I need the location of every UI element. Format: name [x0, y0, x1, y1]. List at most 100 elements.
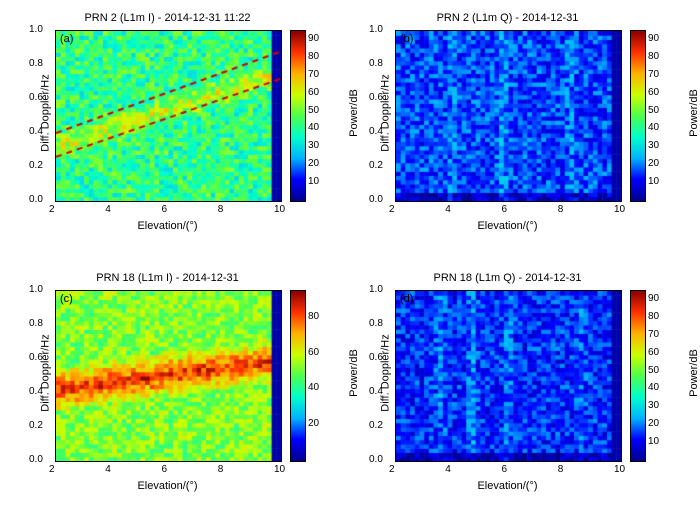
- x-tick: 6: [502, 464, 508, 475]
- y-tick: 0.8: [29, 58, 50, 69]
- colorbar-tick: 90: [648, 293, 659, 304]
- y-tick: 0.2: [29, 420, 50, 431]
- panel-title: PRN 18 (L1m Q) - 2014-12-31: [395, 272, 620, 284]
- colorbar-label: Power/dB: [348, 349, 360, 397]
- colorbar-tick: 80: [308, 51, 319, 62]
- colorbar: [290, 290, 306, 462]
- y-axis-label: Diff. Doppler/Hz: [380, 74, 392, 151]
- y-tick: 0.2: [369, 420, 390, 431]
- figure-root: PRN 2 (L1m I) - 2014-12-31 11:22(a)Diff.…: [0, 0, 700, 513]
- x-tick: 4: [105, 204, 111, 215]
- y-tick: 0.0: [29, 454, 50, 465]
- panel-title: PRN 2 (L1m I) - 2014-12-31 11:22: [55, 12, 280, 24]
- x-tick: 8: [218, 464, 224, 475]
- colorbar-tick: 20: [308, 418, 319, 429]
- x-axis-label: Elevation/(°): [55, 220, 280, 232]
- colorbar-tick: 80: [308, 311, 319, 322]
- colorbar-tick: 70: [308, 69, 319, 80]
- panel-title: PRN 2 (L1m Q) - 2014-12-31: [395, 12, 620, 24]
- x-tick: 4: [105, 464, 111, 475]
- colorbar-canvas: [631, 291, 645, 461]
- colorbar-tick: 80: [648, 51, 659, 62]
- y-tick: 0.0: [29, 194, 50, 205]
- colorbar-label: Power/dB: [688, 349, 700, 397]
- y-tick: 0.0: [369, 454, 390, 465]
- y-tick: 1.0: [369, 284, 390, 295]
- colorbar: [290, 30, 306, 202]
- plot-area: [395, 290, 622, 462]
- panel-c: PRN 18 (L1m I) - 2014-12-31(c)Diff. Dopp…: [55, 290, 280, 460]
- colorbar-tick: 50: [648, 105, 659, 116]
- x-tick: 2: [49, 204, 55, 215]
- x-tick: 4: [445, 464, 451, 475]
- x-tick: 2: [389, 204, 395, 215]
- x-tick: 10: [614, 204, 625, 215]
- y-tick: 0.8: [369, 318, 390, 329]
- colorbar-tick: 60: [648, 87, 659, 98]
- x-axis-label: Elevation/(°): [55, 480, 280, 492]
- colorbar-tick: 90: [648, 33, 659, 44]
- y-tick: 1.0: [369, 24, 390, 35]
- colorbar-tick: 40: [308, 382, 319, 393]
- panel-letter: (d): [400, 293, 413, 305]
- colorbar-label: Power/dB: [348, 89, 360, 137]
- y-axis-label: Diff. Doppler/Hz: [380, 334, 392, 411]
- y-tick: 0.6: [29, 352, 50, 363]
- panel-title: PRN 18 (L1m I) - 2014-12-31: [55, 272, 280, 284]
- colorbar-tick: 40: [308, 122, 319, 133]
- y-tick: 0.4: [369, 126, 390, 137]
- y-tick: 0.6: [29, 92, 50, 103]
- x-tick: 6: [162, 464, 168, 475]
- x-axis-label: Elevation/(°): [395, 220, 620, 232]
- heatmap-canvas: [56, 31, 281, 201]
- y-tick: 0.6: [369, 92, 390, 103]
- y-tick: 0.6: [369, 352, 390, 363]
- colorbar-tick: 60: [648, 347, 659, 358]
- colorbar-tick: 40: [648, 382, 659, 393]
- colorbar-tick: 60: [308, 87, 319, 98]
- x-tick: 6: [502, 204, 508, 215]
- colorbar-canvas: [631, 31, 645, 201]
- x-tick: 2: [389, 464, 395, 475]
- colorbar-tick: 60: [308, 347, 319, 358]
- y-tick: 0.4: [369, 386, 390, 397]
- colorbar-tick: 80: [648, 311, 659, 322]
- y-tick: 1.0: [29, 24, 50, 35]
- y-tick: 0.8: [29, 318, 50, 329]
- colorbar-tick: 20: [648, 418, 659, 429]
- x-tick: 6: [162, 204, 168, 215]
- colorbar-canvas: [291, 31, 305, 201]
- colorbar-tick: 20: [308, 158, 319, 169]
- colorbar: [630, 30, 646, 202]
- plot-area: [55, 290, 282, 462]
- x-tick: 2: [49, 464, 55, 475]
- heatmap-canvas: [396, 291, 621, 461]
- x-tick: 8: [218, 204, 224, 215]
- colorbar-tick: 50: [308, 105, 319, 116]
- colorbar-tick: 40: [648, 122, 659, 133]
- y-tick: 0.4: [29, 386, 50, 397]
- colorbar-tick: 30: [648, 400, 659, 411]
- panel-letter: (b): [400, 33, 413, 45]
- x-tick: 8: [558, 464, 564, 475]
- x-axis-label: Elevation/(°): [395, 480, 620, 492]
- plot-area: [395, 30, 622, 202]
- y-tick: 0.8: [369, 58, 390, 69]
- colorbar-tick: 20: [648, 158, 659, 169]
- x-tick: 10: [274, 204, 285, 215]
- panel-letter: (c): [60, 293, 73, 305]
- colorbar-tick: 30: [648, 140, 659, 151]
- colorbar-tick: 10: [648, 436, 659, 447]
- colorbar-label: Power/dB: [688, 89, 700, 137]
- plot-area: [55, 30, 282, 202]
- x-tick: 8: [558, 204, 564, 215]
- colorbar-tick: 50: [648, 365, 659, 376]
- panel-a: PRN 2 (L1m I) - 2014-12-31 11:22(a)Diff.…: [55, 30, 280, 200]
- y-tick: 0.4: [29, 126, 50, 137]
- heatmap-canvas: [396, 31, 621, 201]
- y-tick: 1.0: [29, 284, 50, 295]
- x-tick: 4: [445, 204, 451, 215]
- colorbar: [630, 290, 646, 462]
- colorbar-canvas: [291, 291, 305, 461]
- colorbar-tick: 90: [308, 33, 319, 44]
